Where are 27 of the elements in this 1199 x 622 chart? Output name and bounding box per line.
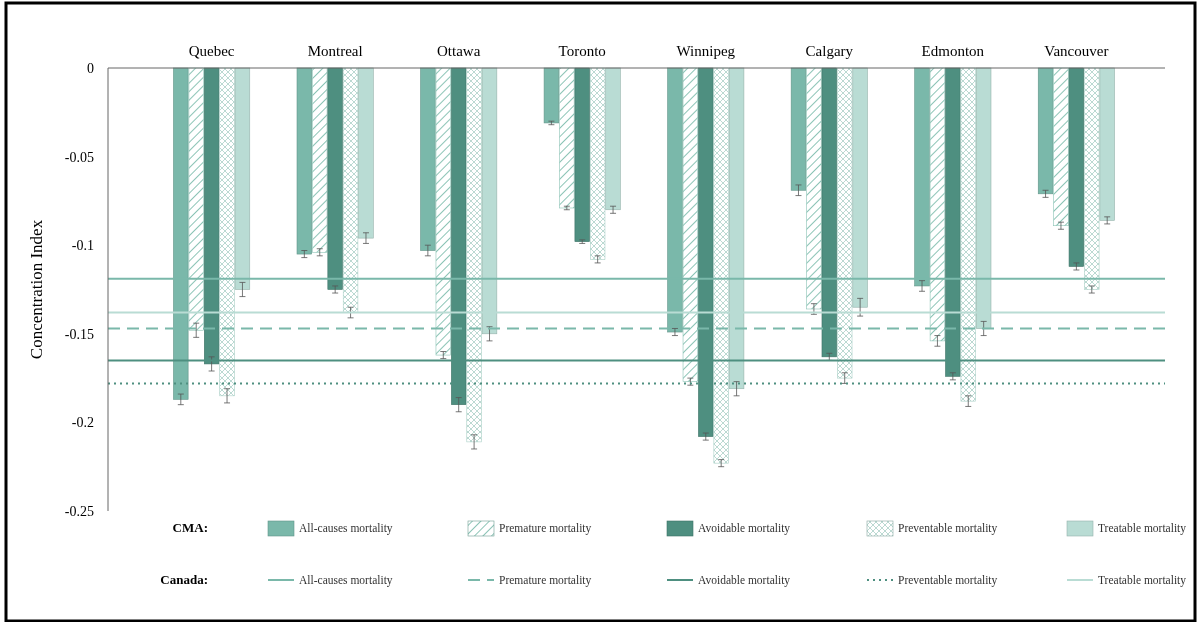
legend-label: Premature mortality	[499, 522, 592, 535]
legend-label: Preventable mortality	[898, 522, 998, 535]
legend-label: Treatable mortality	[1098, 574, 1187, 587]
x-tick-label: Calgary	[805, 43, 854, 59]
text: Canada:	[160, 572, 208, 587]
legend-label: Avoidable mortality	[698, 522, 791, 535]
y-tick-label: -0.05	[64, 149, 94, 165]
x-tick-label: Quebec	[188, 43, 235, 59]
legend-label: Treatable mortality	[1098, 522, 1187, 535]
x-tick-label: Ottawa	[437, 43, 481, 59]
x-tick-label: Vancouver	[1044, 43, 1109, 59]
x-tick-label: Toronto	[558, 43, 606, 59]
legend-label: All-causes mortality	[299, 522, 393, 535]
y-tick-label: -0.15	[64, 326, 94, 342]
y-axis-title: Concentration Index	[27, 219, 46, 360]
legend-label: Premature mortality	[499, 574, 592, 587]
legend-title: CMA:	[172, 520, 208, 535]
y-tick-label: -0.25	[64, 503, 94, 519]
y-tick-label: -0.1	[71, 238, 94, 254]
y-tick-label: 0	[87, 60, 94, 76]
y-tick-label: -0.2	[71, 415, 94, 431]
legend-label: Avoidable mortality	[698, 574, 791, 587]
legend-label: All-causes mortality	[299, 574, 393, 587]
x-tick-label: Edmonton	[921, 43, 985, 59]
x-tick-label: Winnipeg	[676, 43, 736, 59]
legend-label: Preventable mortality	[898, 574, 998, 587]
x-tick-label: Montreal	[307, 43, 363, 59]
